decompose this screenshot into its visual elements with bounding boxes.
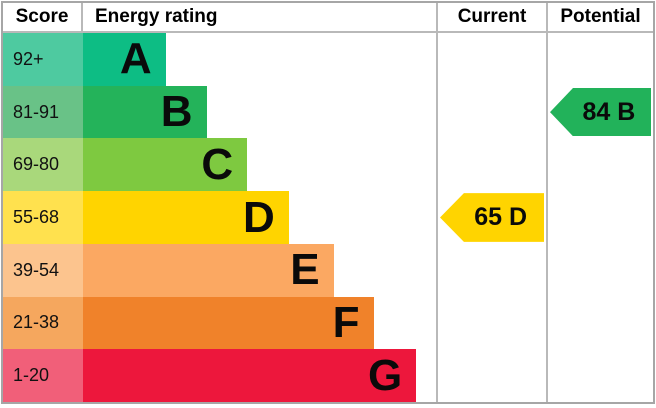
chart-header-row: Score Energy rating Current Potential: [3, 3, 653, 33]
band-letter: D: [243, 192, 275, 242]
score-cell: 92+: [3, 33, 83, 86]
potential-cell: [546, 243, 653, 297]
current-cell: [436, 85, 546, 139]
band-bar: D: [83, 191, 289, 244]
band-row-d: 55-68 D 65 D: [3, 191, 653, 244]
band-letter: B: [160, 87, 193, 137]
potential-arrow-label: 84 B: [582, 97, 636, 126]
score-cell: 1-20: [3, 349, 83, 403]
score-cell: 39-54: [3, 243, 83, 297]
potential-cell: 84 B: [546, 85, 653, 139]
score-range-label: 81-91: [13, 101, 60, 122]
current-cell: [436, 349, 546, 403]
current-cell: [436, 33, 546, 86]
potential-cell: [546, 138, 653, 192]
bar-zone: A: [83, 33, 436, 86]
current-cell: [436, 138, 546, 192]
score-range-label: 21-38: [13, 312, 60, 333]
potential-cell: [546, 191, 653, 244]
band-bar: C: [83, 138, 248, 192]
band-row-e: 39-54 E: [3, 243, 653, 297]
potential-cell: [546, 33, 653, 86]
score-range-label: 55-68: [13, 207, 60, 228]
band-rows: 92+ A 81-91 B 84 B: [3, 33, 653, 403]
score-cell: 21-38: [3, 296, 83, 350]
bar-zone: E: [83, 243, 436, 297]
header-score: Score: [3, 3, 83, 33]
band-letter: G: [367, 350, 403, 400]
band-bar: E: [83, 243, 334, 297]
band-bar: F: [83, 296, 374, 350]
band-letter: A: [119, 34, 152, 84]
current-cell: 65 D: [436, 191, 546, 244]
score-cell: 69-80: [3, 138, 83, 192]
band-bar: B: [83, 85, 207, 139]
band-bar: G: [83, 349, 417, 403]
potential-cell: [546, 296, 653, 350]
band-row-a: 92+ A: [3, 33, 653, 86]
band-row-c: 69-80 C: [3, 138, 653, 192]
bar-zone: C: [83, 138, 436, 192]
score-range-label: 92+: [13, 48, 44, 69]
potential-cell: [546, 349, 653, 403]
current-arrow-label: 65 D: [474, 203, 528, 232]
header-potential: Potential: [546, 3, 653, 33]
header-current: Current: [436, 3, 546, 33]
band-row-b: 81-91 B 84 B: [3, 85, 653, 139]
current-cell: [436, 296, 546, 350]
score-range-label: 1-20: [13, 365, 50, 386]
current-cell: [436, 243, 546, 297]
header-energy-rating: Energy rating: [83, 3, 436, 33]
current-arrow: 65 D: [440, 193, 544, 242]
score-cell: 55-68: [3, 191, 83, 244]
band-bar: A: [83, 33, 166, 86]
band-letter: F: [332, 297, 360, 347]
band-row-f: 21-38 F: [3, 296, 653, 350]
bar-zone: B: [83, 85, 436, 139]
score-cell: 81-91: [3, 85, 83, 139]
potential-arrow: 84 B: [550, 87, 651, 137]
band-row-g: 1-20 G: [3, 349, 653, 403]
bar-zone: D: [83, 191, 436, 244]
bar-zone: G: [83, 349, 436, 403]
bar-zone: F: [83, 296, 436, 350]
band-letter: C: [201, 139, 234, 189]
band-letter: E: [290, 245, 320, 295]
score-range-label: 69-80: [13, 154, 60, 175]
score-range-label: 39-54: [13, 259, 60, 280]
